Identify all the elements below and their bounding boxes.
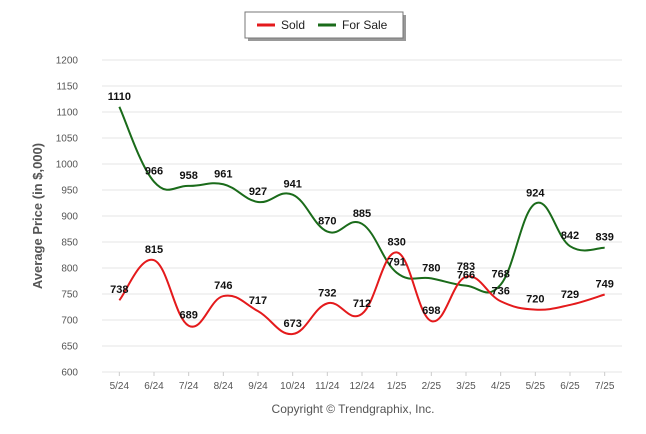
data-label-for-sale: 966 — [145, 166, 163, 178]
data-label-for-sale: 885 — [353, 208, 371, 220]
x-tick-label: 9/24 — [248, 381, 268, 392]
data-label-sold: 749 — [595, 279, 613, 291]
x-tick-label: 4/25 — [491, 381, 511, 392]
x-axis-ticks: 5/24 6/24 7/24 8/24 9/24 10/24 11/24 12/24 1/25 2… — [110, 372, 615, 392]
x-tick-label: 6/25 — [560, 381, 580, 392]
y-tick-label: 1100 — [56, 108, 78, 119]
data-label-sold: 720 — [526, 294, 544, 306]
data-label-sold: 712 — [353, 298, 371, 310]
data-label-for-sale: 780 — [422, 262, 440, 274]
data-label-sold: 830 — [387, 236, 405, 248]
x-tick-label: 1/25 — [387, 381, 407, 392]
y-tick-label: 800 — [61, 264, 78, 275]
x-tick-label: 11/24 — [315, 381, 340, 392]
y-tick-label: 950 — [61, 186, 78, 197]
data-label-for-sale: 870 — [318, 216, 336, 228]
legend: Sold For Sale — [244, 11, 406, 41]
legend-label-sold: Sold — [281, 18, 305, 32]
y-tick-label: 700 — [61, 316, 78, 327]
x-tick-label: 8/24 — [214, 381, 234, 392]
data-label-for-sale: 1110 — [108, 91, 131, 103]
y-tick-label: 1200 — [56, 56, 79, 67]
y-axis-ticks: 600 650 700 750 800 850 900 950 1000 1050 1100 1150… — [56, 56, 79, 379]
x-tick-label: 5/24 — [110, 381, 130, 392]
data-label-for-sale: 958 — [179, 170, 197, 182]
data-label-sold: 717 — [249, 295, 267, 307]
data-label-sold: 732 — [318, 287, 336, 299]
y-tick-label: 600 — [61, 368, 78, 379]
y-tick-label: 1150 — [56, 82, 78, 93]
data-label-for-sale: 927 — [249, 186, 267, 198]
data-label-for-sale: 839 — [595, 232, 613, 244]
x-tick-label: 7/24 — [179, 381, 199, 392]
data-labels: 1110 966 958 961 927 941 870 885 791 780 766 768 924… — [108, 91, 614, 330]
data-label-for-sale: 941 — [283, 179, 301, 191]
y-axis-label: Average Price (in $,000) — [30, 143, 45, 289]
data-label-for-sale: 768 — [491, 269, 509, 281]
y-tick-label: 1000 — [56, 160, 79, 171]
series-line-sold — [118, 251, 605, 336]
series-line-for-sale — [118, 106, 605, 294]
series — [118, 106, 605, 336]
copyright-footer: Copyright © Trendgraphix, Inc. — [272, 402, 435, 416]
data-label-sold: 698 — [422, 305, 440, 317]
x-tick-label: 2/25 — [422, 381, 442, 392]
legend-label-for-sale: For Sale — [342, 18, 388, 32]
y-tick-label: 750 — [61, 290, 78, 301]
data-label-for-sale: 924 — [526, 188, 545, 200]
data-label-sold: 673 — [283, 318, 301, 330]
x-tick-label: 6/24 — [144, 381, 164, 392]
data-label-for-sale: 791 — [387, 257, 405, 269]
y-tick-label: 650 — [61, 342, 78, 353]
data-label-sold: 738 — [110, 284, 128, 296]
x-tick-label: 5/25 — [526, 381, 546, 392]
data-label-sold: 746 — [214, 280, 232, 292]
x-tick-label: 12/24 — [349, 381, 374, 392]
data-label-for-sale: 766 — [457, 270, 475, 282]
data-label-sold: 729 — [561, 289, 579, 301]
data-label-sold: 736 — [491, 285, 509, 297]
x-tick-label: 10/24 — [280, 381, 305, 392]
data-label-sold: 815 — [145, 244, 163, 256]
data-label-for-sale: 961 — [214, 168, 232, 180]
y-tick-label: 1050 — [56, 134, 79, 145]
data-label-for-sale: 842 — [561, 230, 579, 242]
y-tick-label: 900 — [61, 212, 78, 223]
data-label-sold: 689 — [179, 310, 197, 322]
x-tick-label: 3/25 — [456, 381, 476, 392]
y-tick-label: 850 — [61, 238, 78, 249]
data-label-sold: 783 — [457, 261, 475, 273]
x-tick-label: 7/25 — [595, 381, 615, 392]
